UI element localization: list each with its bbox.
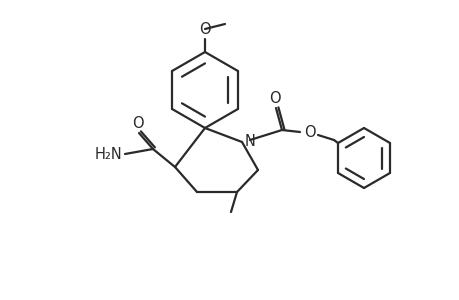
Text: O: O — [199, 22, 210, 37]
Text: O: O — [132, 116, 144, 131]
Text: O: O — [269, 91, 280, 106]
Text: O: O — [303, 124, 315, 140]
Text: N: N — [245, 134, 255, 148]
Text: H₂N: H₂N — [94, 146, 122, 161]
